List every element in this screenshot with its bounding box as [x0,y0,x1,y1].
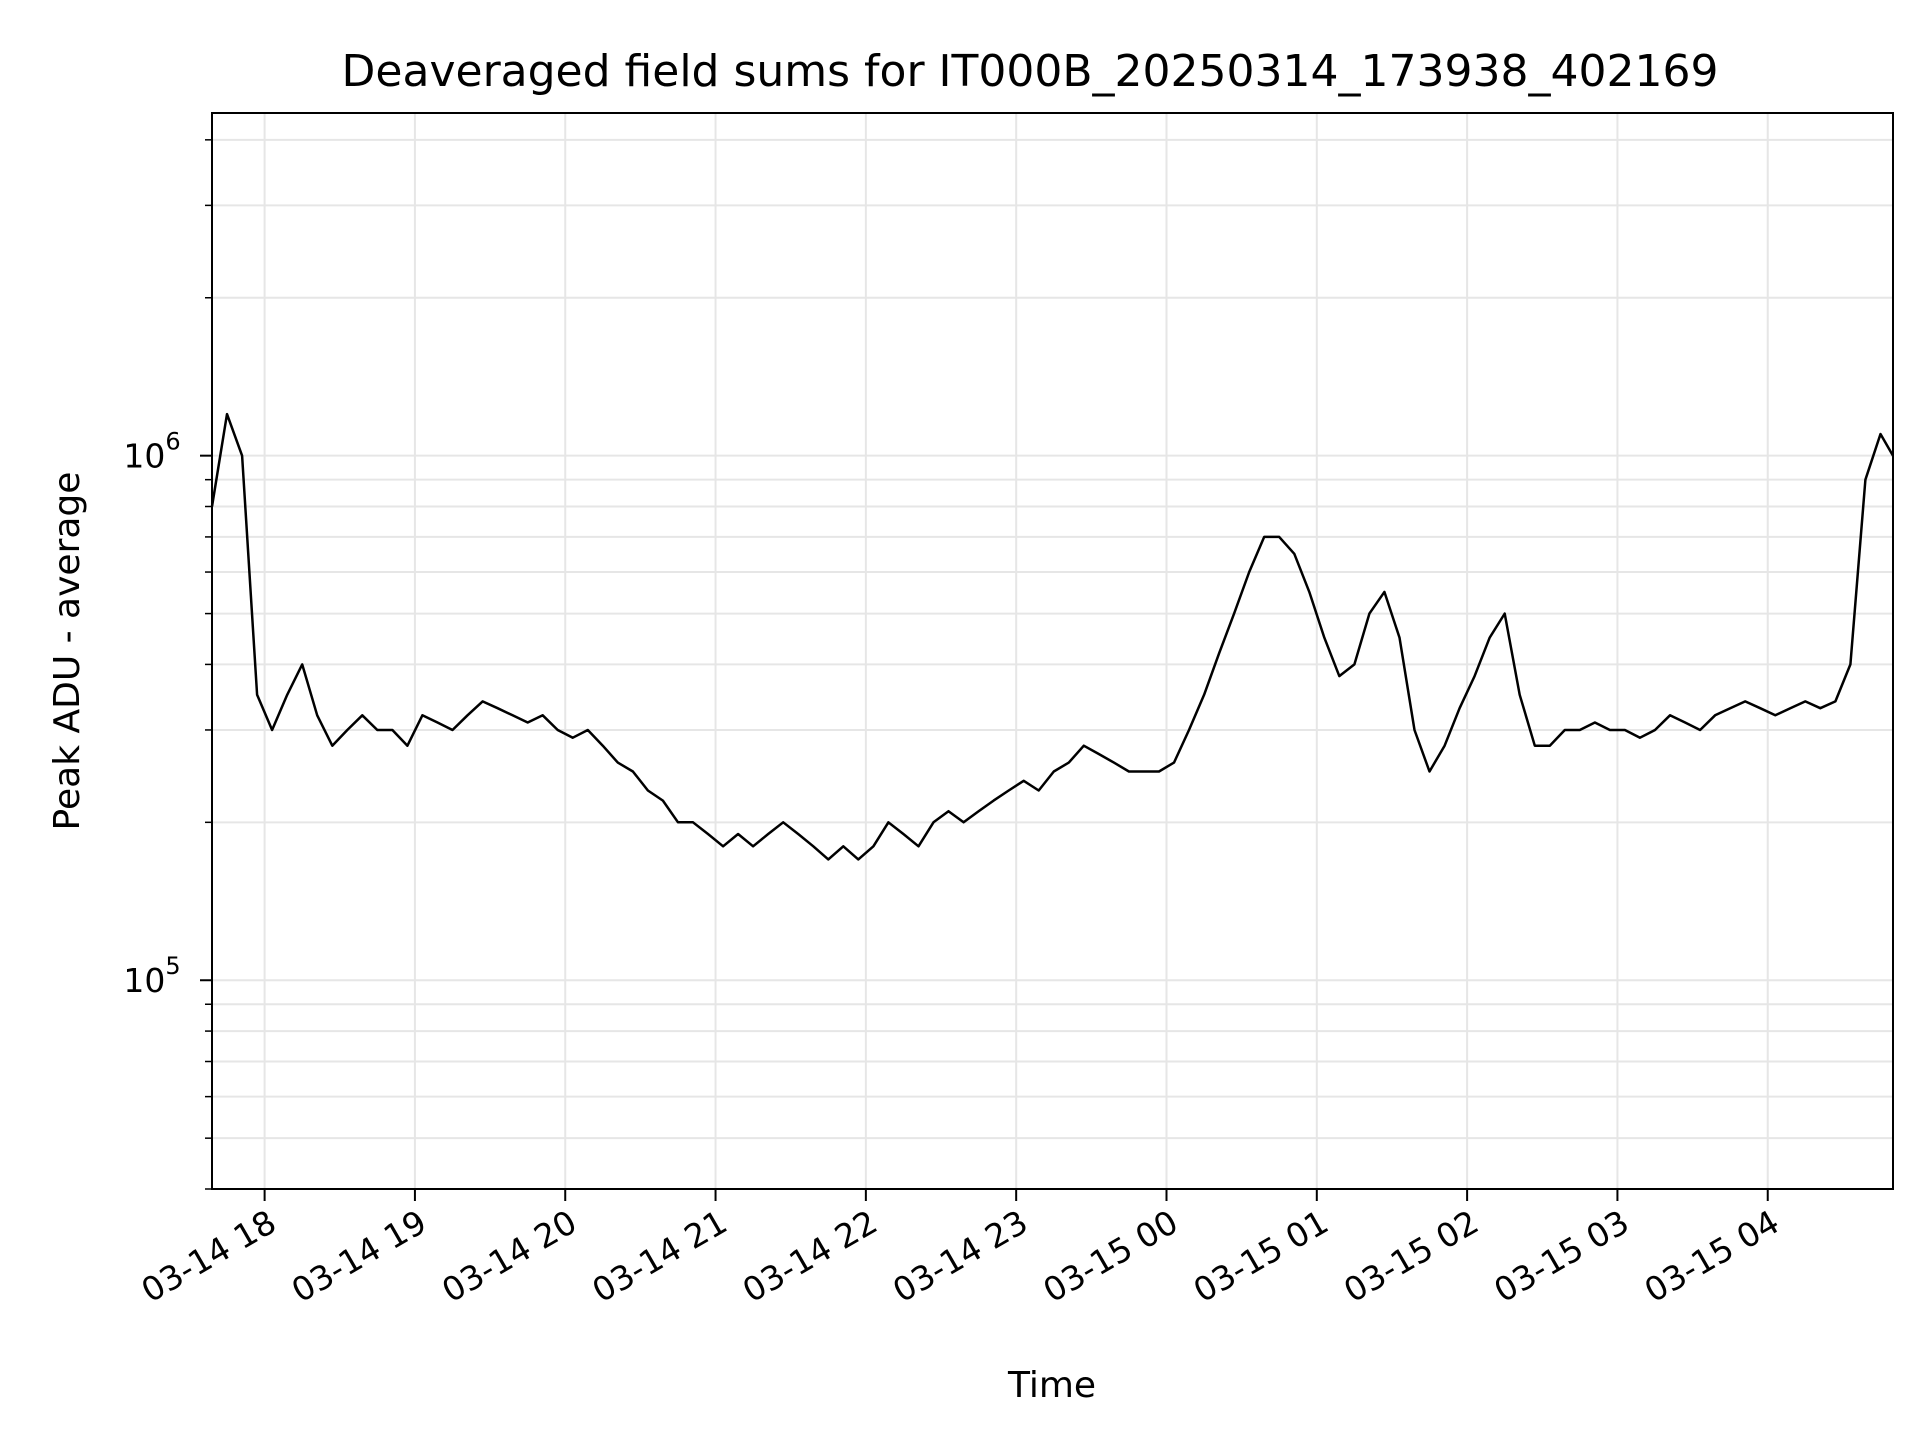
x-tick-label: 03-15 02 [1337,1202,1485,1310]
y-axis-label: Peak ADU - average [47,472,88,831]
plot-frame [211,112,1894,1190]
x-tick-label: 03-14 21 [586,1202,734,1310]
grid-lines [212,113,1893,1190]
chart-title: Deaveraged field sums for IT000B_2025031… [342,46,1719,97]
x-tick-label: 03-14 20 [435,1202,583,1310]
y-tick-label: 106 [123,428,180,476]
x-tick-label: 03-15 04 [1638,1202,1786,1310]
x-axis: 03-14 18 03-14 19 03-14 20 03-14 21 03-14 22… [135,1189,1786,1310]
x-tick-label: 03-15 01 [1187,1202,1335,1310]
y-tick-label: 105 [123,952,180,1000]
x-tick-label: 03-15 00 [1036,1202,1184,1310]
x-tick-label: 03-14 22 [736,1202,884,1310]
data-series-line [210,412,1895,861]
series-group [210,412,1895,861]
x-tick-label: 03-14 19 [285,1202,433,1310]
x-tick-label: 03-15 03 [1487,1202,1635,1310]
y-axis: 105 106 [123,139,212,1190]
x-tick-label: 03-14 18 [135,1202,283,1310]
x-axis-label: Time [1007,1365,1096,1406]
x-tick-label: 03-14 23 [886,1202,1034,1310]
